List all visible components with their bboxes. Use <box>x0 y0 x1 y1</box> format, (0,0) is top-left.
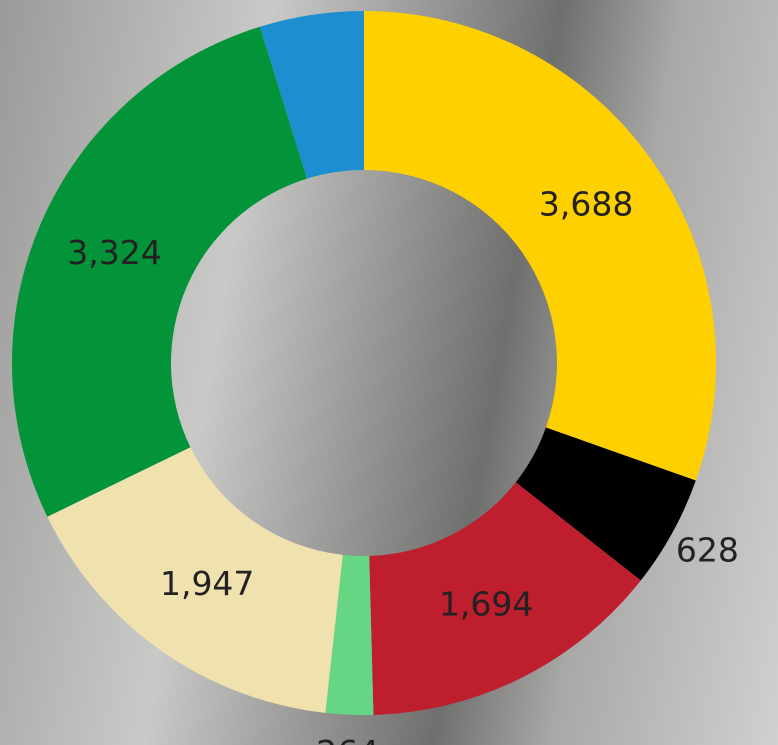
donut-slice <box>325 554 374 716</box>
data-label: 1,694 <box>439 585 533 624</box>
donut-slice <box>259 11 364 179</box>
donut-slice <box>364 11 716 481</box>
donut-slice <box>11 26 307 517</box>
data-label: 628 <box>676 531 739 570</box>
donut-slice <box>515 427 696 581</box>
data-label: 1,947 <box>160 564 254 603</box>
data-label: 3,688 <box>539 185 633 224</box>
donut-slice <box>369 482 641 715</box>
data-label: 264 <box>316 733 379 745</box>
data-label: 3,324 <box>67 233 161 272</box>
donut-slice <box>47 447 343 713</box>
